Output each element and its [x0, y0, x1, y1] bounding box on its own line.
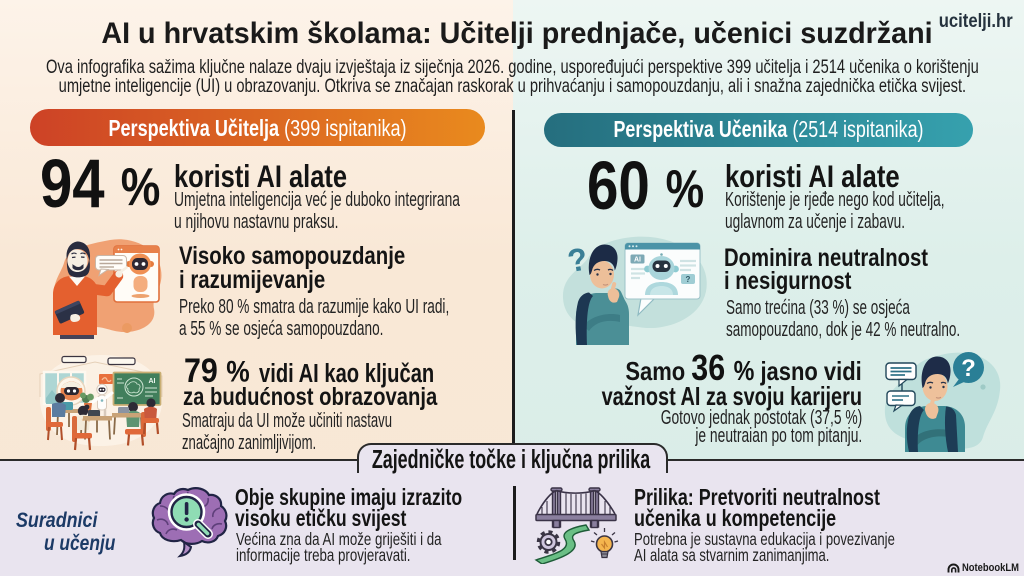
svg-text:?: ? [686, 275, 691, 284]
svg-text:?: ? [565, 240, 591, 279]
svg-text:AI: AI [149, 378, 156, 385]
svg-text:AI: AI [634, 257, 641, 264]
svg-text:?: ? [961, 355, 976, 382]
